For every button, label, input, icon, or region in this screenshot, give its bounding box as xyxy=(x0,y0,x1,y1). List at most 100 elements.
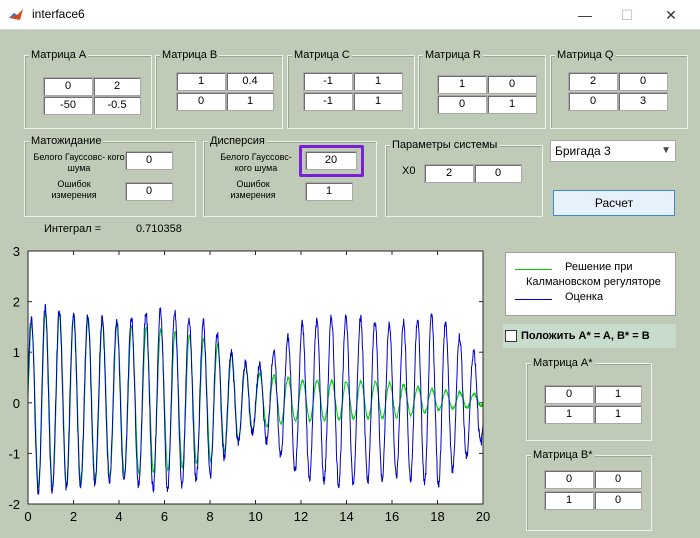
integral-value: 0.710358 xyxy=(136,223,182,235)
brigade-select-value: Бригада 3 xyxy=(555,144,611,158)
legend-line-solution xyxy=(515,269,552,270)
minimize-button[interactable]: — xyxy=(578,7,592,23)
matrix-b-star-cell-12[interactable]: 0 xyxy=(594,470,642,489)
plot-area xyxy=(27,250,484,505)
expectation-error-input[interactable]: 0 xyxy=(125,182,173,201)
x-tick-label: 6 xyxy=(161,509,168,524)
matrix-q-group: Матрица Q 2 0 0 3 xyxy=(550,48,688,129)
focus-highlight xyxy=(299,145,364,177)
matrix-c-title: Матрица C xyxy=(292,48,352,62)
chevron-down-icon: ▼ xyxy=(661,145,671,156)
matrix-c-cell-12[interactable]: 1 xyxy=(353,72,403,91)
legend-solution-line2: Калмановском регуляторе xyxy=(526,276,661,288)
series-line-estimate xyxy=(27,304,484,495)
integral-label: Интеграл = xyxy=(44,223,102,235)
matrix-q-cell-22[interactable]: 3 xyxy=(618,92,668,111)
x-tick-label: 14 xyxy=(339,509,353,524)
matrix-a-star-cell-12[interactable]: 1 xyxy=(594,385,642,404)
matrix-b-cell-22[interactable]: 1 xyxy=(226,92,274,111)
matrix-r-group: Матрица R 1 0 0 1 xyxy=(418,48,546,129)
matrix-r-cell-22[interactable]: 1 xyxy=(487,95,537,114)
matrix-r-cell-11[interactable]: 1 xyxy=(437,75,487,94)
matrix-q-title: Матрица Q xyxy=(555,48,616,62)
x-tick-label: 4 xyxy=(115,509,122,524)
dispersion-white-noise-label: Белого Гауссовс- кого шума xyxy=(220,152,292,173)
y-tick-label: -1 xyxy=(8,446,20,461)
x0-input-2[interactable]: 0 xyxy=(474,164,522,183)
close-button[interactable]: ✕ xyxy=(665,7,677,23)
matrix-q-cell-11[interactable]: 2 xyxy=(568,72,618,91)
x-tick-label: 20 xyxy=(476,509,490,524)
x0-input-1[interactable]: 2 xyxy=(424,164,474,183)
y-tick-label: 1 xyxy=(13,345,20,360)
dispersion-group: Дисперсия Белого Гауссовс- кого шума 20 … xyxy=(203,134,377,217)
system-params-group: Параметры системы X0 2 0 xyxy=(385,138,543,217)
matrix-r-title: Матрица R xyxy=(423,48,483,62)
same-matrices-checkbox[interactable] xyxy=(505,330,517,342)
matrix-a-title: Матрица A xyxy=(29,48,89,62)
title-bar: interface6 — ☐ ✕ xyxy=(0,0,700,30)
x-tick-label: 2 xyxy=(70,509,77,524)
x-tick-label: 12 xyxy=(294,509,308,524)
same-matrices-label: Положить A* = A, B* = B xyxy=(521,330,650,342)
matrix-b-star-cell-22[interactable]: 0 xyxy=(594,491,642,510)
dispersion-error-label: Ошибок измерения xyxy=(230,179,276,200)
matrix-a-cell-12[interactable]: 2 xyxy=(93,77,141,96)
expectation-white-noise-input[interactable]: 0 xyxy=(125,151,173,170)
dispersion-white-noise-input[interactable]: 20 xyxy=(305,151,357,170)
matlab-icon xyxy=(9,9,23,20)
matrix-b-group: Матрица B 1 0.4 0 1 xyxy=(155,48,283,129)
matrix-a-cell-21[interactable]: -50 xyxy=(43,96,93,115)
matrix-b-cell-11[interactable]: 1 xyxy=(176,72,226,91)
x0-label: X0 xyxy=(402,165,416,177)
matrix-c-group: Матрица C -1 1 -1 1 xyxy=(287,48,415,129)
matrix-r-cell-12[interactable]: 0 xyxy=(487,75,537,94)
matrix-r-cell-21[interactable]: 0 xyxy=(437,95,487,114)
matrix-q-cell-12[interactable]: 0 xyxy=(618,72,668,91)
matrix-a-star-group: Матрица A* 0 1 1 1 xyxy=(526,356,652,441)
legend-estimate: Оценка xyxy=(565,291,604,303)
dispersion-error-input[interactable]: 1 xyxy=(305,182,353,201)
y-tick-label: -2 xyxy=(8,497,20,512)
matrix-b-cell-21[interactable]: 0 xyxy=(176,92,226,111)
y-tick-label: 3 xyxy=(13,244,20,259)
y-tick-label: 0 xyxy=(13,396,20,411)
x-tick-label: 16 xyxy=(385,509,399,524)
matrix-a-star-cell-21[interactable]: 1 xyxy=(544,405,594,424)
legend-line-estimate xyxy=(515,299,552,300)
matrix-a-star-cell-22[interactable]: 1 xyxy=(594,405,642,424)
matrix-a-cell-22[interactable]: -0.5 xyxy=(93,96,141,115)
brigade-select[interactable]: Бригада 3 ▼ xyxy=(550,140,676,162)
matrix-a-cell-11[interactable]: 0 xyxy=(43,77,93,96)
matrix-b-star-group: Матрица B* 0 0 1 0 xyxy=(526,448,652,531)
matrix-c-cell-22[interactable]: 1 xyxy=(353,92,403,111)
matrix-c-cell-11[interactable]: -1 xyxy=(303,72,353,91)
dispersion-title: Дисперсия xyxy=(208,134,267,148)
plot-border xyxy=(27,250,484,505)
legend-solution-line1: Решение при xyxy=(565,261,633,273)
system-params-title: Параметры системы xyxy=(390,138,500,152)
same-matrices-checkbox-row[interactable]: Положить A* = A, B* = B xyxy=(503,324,676,348)
x-tick-label: 10 xyxy=(248,509,262,524)
x-tick-label: 8 xyxy=(206,509,213,524)
x-tick-label: 0 xyxy=(24,509,31,524)
expectation-white-noise-label: Белого Гауссовс- кого шума xyxy=(33,152,125,173)
expectation-title: Матожидание xyxy=(29,134,104,148)
matrix-b-cell-12[interactable]: 0.4 xyxy=(226,72,274,91)
maximize-button[interactable]: ☐ xyxy=(620,7,634,23)
matrix-a-star-title: Матрица A* xyxy=(531,356,595,370)
matrix-b-star-title: Матрица B* xyxy=(531,448,595,462)
expectation-group: Матожидание Белого Гауссовс- кого шума 0… xyxy=(24,134,196,217)
matrix-b-title: Матрица B xyxy=(160,48,220,62)
window-title: interface6 xyxy=(32,7,85,21)
matrix-a-group: Матрица A 0 2 -50 -0.5 xyxy=(24,48,152,129)
matrix-a-star-cell-11[interactable]: 0 xyxy=(544,385,594,404)
matrix-q-cell-21[interactable]: 0 xyxy=(568,92,618,111)
y-tick-label: 2 xyxy=(13,295,20,310)
calculate-button[interactable]: Расчет xyxy=(553,190,675,216)
matrix-b-star-cell-11[interactable]: 0 xyxy=(544,470,594,489)
matrix-b-star-cell-21[interactable]: 1 xyxy=(544,491,594,510)
expectation-error-label: Ошибок измерения xyxy=(51,179,97,200)
matrix-c-cell-21[interactable]: -1 xyxy=(303,92,353,111)
